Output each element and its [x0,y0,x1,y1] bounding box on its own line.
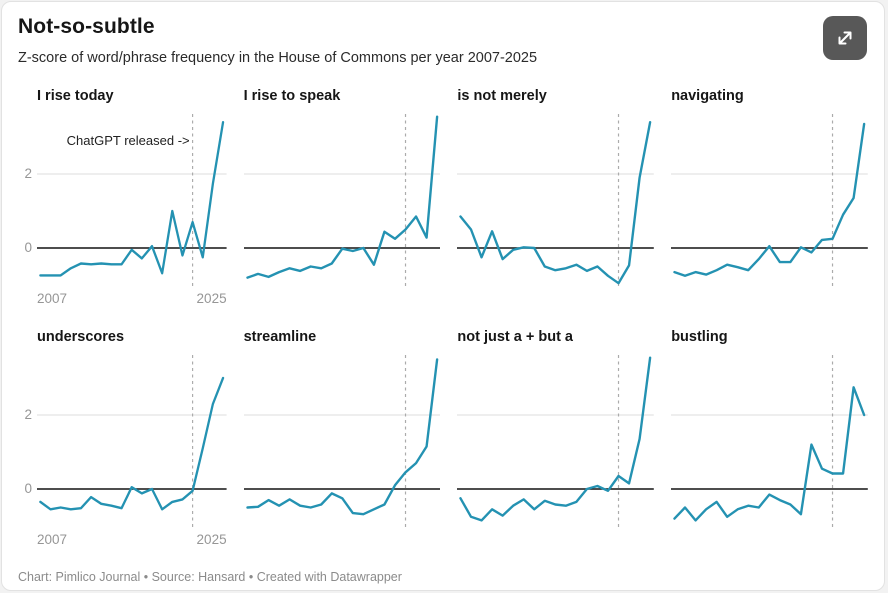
line-chart-svg [671,355,868,527]
chart-panel: I rise today 2 0 ChatGPT released -> 2007 202… [18,88,227,313]
x-axis-labels [457,532,654,554]
zscore-line [673,122,866,278]
line-chart-svg [457,114,655,286]
chart-credit: Chart: Pimlico Journal • Source: Hansard… [18,570,402,584]
x-axis-labels [244,532,441,554]
panel-title: not just a + but a [457,329,573,345]
panel-title: bustling [671,329,728,345]
y-axis-tick-label: 0 [24,481,32,496]
y-axis-tick-label: 2 [24,407,32,422]
chart-panel: is not merely [457,88,655,313]
y-axis-tick-label: 0 [24,240,32,255]
chart-panel: not just a + but a [457,329,655,554]
line-chart-svg [37,355,227,527]
panel-title: underscores [37,329,125,345]
chart-panel: streamline [243,329,441,554]
panel-title: I rise to speak [243,88,341,104]
x-axis-labels: 2007 2025 [37,532,227,554]
chart-header: Not-so-subtle Z-score of word/phrase fre… [2,2,884,66]
line-chart-svg [37,114,227,286]
panel-plot-area [671,114,868,286]
small-multiples-grid: I rise today 2 0 ChatGPT released -> 2007 202… [2,88,884,554]
x-axis-labels [671,291,868,313]
line-chart-svg [243,355,441,527]
expand-arrows-icon [838,31,852,45]
zscore-line [459,356,652,522]
zscore-line [673,386,866,522]
x-axis-tick-label: 2025 [196,291,227,306]
x-axis-labels: 2007 2025 [37,291,227,313]
panel-plot-area [457,114,655,286]
zscore-line [459,120,652,285]
y-axis-tick-label: 2 [24,166,32,181]
panel-title: streamline [243,329,317,345]
panel-title: navigating [671,88,744,104]
x-axis-labels [671,532,868,554]
line-chart-svg [457,355,655,527]
panel-plot-area [243,355,441,527]
x-axis-labels [244,291,441,313]
chatgpt-released-annotation: ChatGPT released -> [66,133,190,148]
zscore-line [245,358,438,516]
line-chart-svg [243,114,441,286]
x-axis-tick-label: 2007 [37,532,68,547]
chart-subtitle: Z-score of word/phrase frequency in the … [18,50,538,66]
chart-panel: underscores 2 0 2007 2025 [18,329,227,554]
expand-button[interactable] [823,16,867,60]
x-axis-tick-label: 2025 [196,532,227,547]
x-axis-labels [457,291,654,313]
line-chart-svg [671,114,868,286]
zscore-line [245,115,438,279]
panel-title: is not merely [457,88,547,104]
x-axis-tick-label: 2007 [37,291,68,306]
zscore-line [39,376,225,511]
panel-plot-area: 2 0 ChatGPT released -> [24,114,227,286]
chart-panel: navigating [671,88,868,313]
panel-title: I rise today [37,88,114,104]
chart-panel: I rise to speak [243,88,441,313]
panel-plot-area [671,355,868,527]
chart-panel: bustling [671,329,868,554]
panel-plot-area [457,355,655,527]
page-title: Not-so-subtle [18,15,155,38]
panel-plot-area [243,114,441,286]
zscore-line [39,120,225,277]
